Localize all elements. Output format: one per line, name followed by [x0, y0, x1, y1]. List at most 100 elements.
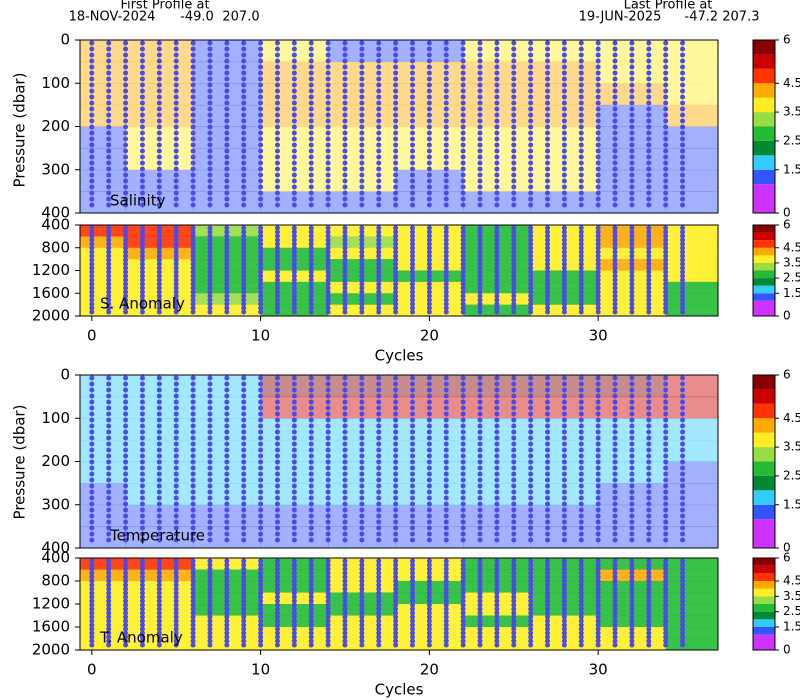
heat-cell: [665, 191, 719, 214]
heat-cell: [80, 225, 127, 237]
x-tick-label: 10: [251, 661, 270, 679]
y-axis-label: Pressure (dbar): [11, 405, 29, 520]
heat-cell: [665, 169, 719, 192]
x-tick-label: 30: [589, 327, 608, 345]
y-tick-label: 1200: [32, 261, 70, 279]
heat-cell: [80, 169, 127, 192]
heat-cell: [80, 418, 127, 441]
colorbar-tick-label: 2.5: [783, 271, 800, 285]
heat-cell: [80, 281, 127, 294]
x-tick-label: 20: [420, 327, 439, 345]
y-tick-label: 300: [41, 160, 70, 178]
heat-cell: [80, 126, 127, 149]
heat-cell: [80, 592, 127, 605]
heat-cell: [665, 504, 719, 527]
heat-cell: [80, 83, 127, 106]
y-tick-label: 100: [41, 74, 70, 92]
colorbar-tick-label: 4.5: [783, 76, 800, 90]
x-tick-label: 10: [251, 327, 270, 345]
heat-cell: [80, 558, 127, 570]
heat-cell: [665, 304, 719, 317]
heat-cell: [80, 461, 127, 484]
y-tick-label: 100: [41, 409, 70, 427]
heat-cell: [665, 592, 719, 605]
panel-label: T. Anomaly: [99, 629, 183, 647]
colorbar-swatch: [753, 140, 775, 156]
heat-cell: [665, 569, 719, 582]
heat-cell: [665, 236, 719, 249]
heat-cell: [665, 558, 719, 570]
colorbar-tick-label: 3.5: [783, 440, 800, 454]
colorbar-frame: [752, 374, 776, 549]
colorbar-tick-label: 0: [783, 541, 791, 555]
heat-cell: [665, 104, 719, 127]
colorbar-swatch: [753, 97, 775, 113]
heat-cell: [80, 569, 127, 582]
heat-cell: [80, 40, 127, 63]
heat-cell: [80, 61, 127, 84]
heat-cell: [665, 259, 719, 271]
colorbar-swatch: [753, 255, 775, 263]
colorbar-swatch: [753, 155, 775, 170]
y-tick-label: 200: [41, 117, 70, 135]
colorbar-tick-label: 0: [783, 309, 791, 323]
y-tick-label: 1600: [32, 618, 70, 636]
colorbar-tick-label: 3.5: [783, 105, 800, 119]
x-tick-label: 20: [420, 661, 439, 679]
y-tick-label: 800: [41, 572, 70, 590]
colorbar-swatch: [753, 461, 775, 476]
colorbar-swatch: [753, 262, 775, 271]
colorbar-swatch: [753, 565, 775, 574]
y-tick-label: 400: [41, 216, 70, 234]
heat-cell: [665, 375, 719, 398]
colorbar-tick-label: 2.5: [783, 133, 800, 147]
y-tick-label: 0: [60, 31, 70, 49]
heat-cell: [665, 225, 719, 237]
y-tick-label: 0: [60, 366, 70, 384]
colorbar-tick-label: 1.5: [783, 162, 800, 176]
colorbar-swatch: [753, 475, 775, 491]
colorbar-swatch: [753, 300, 775, 316]
heat-cell: [80, 259, 127, 271]
heat-cell: [80, 581, 127, 593]
colorbar-tick-label: 4.5: [783, 574, 800, 588]
colorbar-swatch: [753, 596, 775, 604]
colorbar-swatch: [753, 389, 775, 404]
y-tick-label: 300: [41, 495, 70, 513]
colorbar-swatch: [753, 270, 775, 279]
heat-cell: [665, 627, 719, 639]
heat-cell: [665, 126, 719, 149]
heat-cell: [80, 293, 127, 306]
colorbar-swatch: [753, 225, 775, 233]
y-tick-label: 400: [41, 539, 70, 557]
heat-cell: [80, 236, 127, 249]
y-tick-label: 2000: [32, 307, 70, 325]
colorbar-tick-label: 0: [783, 643, 791, 657]
heat-cell: [80, 270, 127, 283]
y-tick-label: 1600: [32, 284, 70, 302]
heat-cell: [80, 396, 127, 419]
colorbar-swatch: [753, 169, 775, 185]
heat-cell: [80, 615, 127, 628]
last-label: Last Profile at: [624, 0, 713, 13]
panel-label: Salinity: [110, 192, 166, 210]
heat-cell: [665, 281, 719, 294]
colorbar-swatch: [753, 126, 775, 141]
colorbar-swatch: [753, 519, 775, 548]
heat-cell: [665, 461, 719, 484]
colorbar-frame: [752, 224, 776, 317]
colorbar-tick-label: 1.5: [783, 620, 800, 634]
colorbar-swatch: [753, 418, 775, 433]
colorbar-tick-label: 3.5: [783, 589, 800, 603]
panel-label: Temperature: [109, 527, 205, 545]
colorbar-swatch: [753, 83, 775, 98]
colorbar-swatch: [753, 604, 775, 612]
colorbar-tick-label: 4.5: [783, 411, 800, 425]
y-axis-label: Pressure (dbar): [11, 73, 29, 188]
y-tick-label: 400: [41, 549, 70, 567]
heat-cell: [80, 104, 127, 127]
heat-cell: [665, 615, 719, 628]
colorbar-tick-label: 1.5: [783, 286, 800, 300]
colorbar-swatch: [753, 490, 775, 505]
